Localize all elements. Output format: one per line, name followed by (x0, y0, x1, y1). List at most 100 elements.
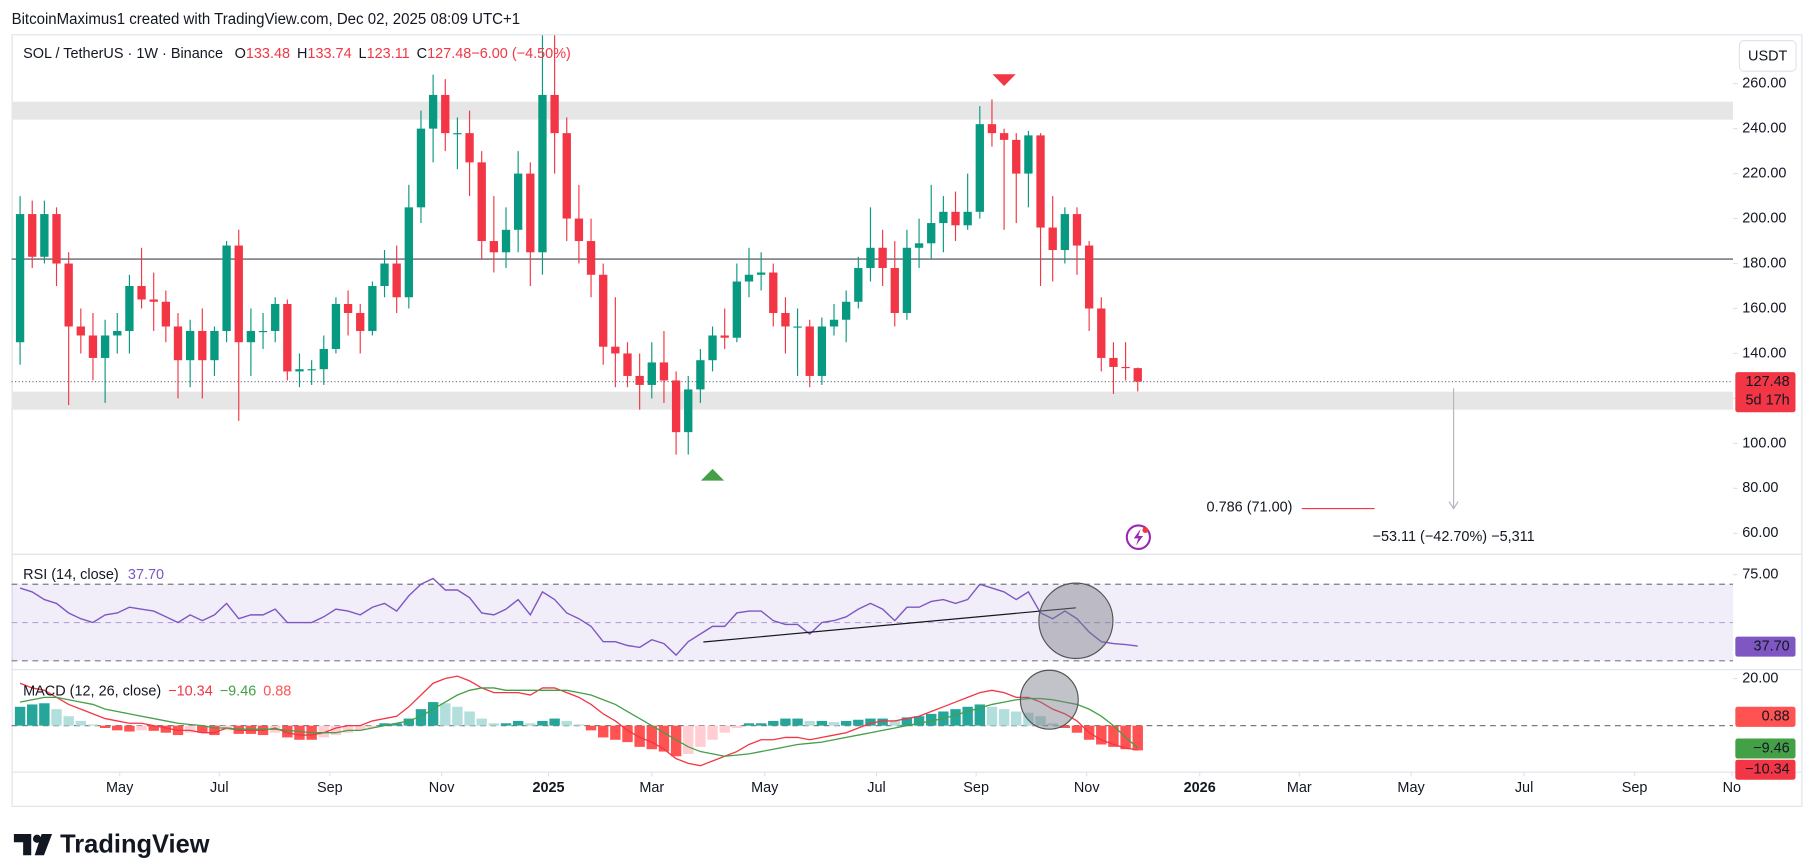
rsi-title: RSI (14, close) (23, 567, 119, 583)
candle-body (902, 247, 912, 313)
histogram-bar (755, 723, 767, 726)
currency-button[interactable] (1738, 40, 1797, 72)
macd-line (19, 687, 1139, 757)
rsi-tag: 37.70 (1754, 638, 1790, 654)
histogram-bar (597, 725, 609, 738)
y-tick-label: 60.00 (1742, 525, 1778, 541)
currency[interactable]: USDT (1748, 48, 1787, 64)
candle-body (817, 326, 827, 376)
candle-body (744, 274, 754, 282)
histogram-bar (901, 717, 913, 726)
histogram-bar (913, 716, 925, 726)
candle-body (526, 173, 535, 253)
candle-body (428, 94, 438, 129)
y-tick-label: 140.00 (1742, 345, 1786, 361)
candle-body (64, 263, 73, 327)
x-tick-label: Mar (1287, 780, 1312, 796)
histogram-bar (148, 725, 159, 731)
candle-body (513, 173, 523, 230)
rsi-trendline (703, 607, 1076, 643)
histogram-bar (926, 713, 937, 726)
histogram-bar (998, 709, 1010, 726)
histogram-bar (549, 718, 560, 726)
signal-marker (992, 74, 1016, 86)
candle-body (258, 330, 268, 333)
histogram-bar (1035, 716, 1046, 726)
histogram-bar (476, 718, 487, 726)
candle-body (271, 303, 280, 331)
candle-body (671, 380, 681, 433)
last-price-tag-bg (1735, 372, 1796, 413)
macd-title: MACD (12, 26, close) (23, 683, 161, 699)
measure-arrow (1448, 501, 1459, 510)
histogram-bar (318, 725, 329, 738)
macd-value: −10.34 (168, 683, 213, 699)
histogram-bar (962, 706, 973, 726)
histogram-bar (27, 704, 38, 726)
candle-body (842, 301, 851, 320)
candle-body (854, 268, 863, 302)
candle-body (769, 272, 778, 313)
tradingview-logo-icon (13, 834, 53, 856)
highlight-circle (1019, 669, 1079, 730)
y-tick-label: 200.00 (1742, 210, 1786, 226)
histogram-bar (379, 723, 390, 726)
histogram-bar (355, 725, 366, 731)
candle-body (756, 272, 766, 275)
candle-body (963, 211, 972, 226)
candle-body (1121, 366, 1130, 369)
y-tick-label: 20.00 (1742, 670, 1778, 686)
symbol-legend: SOL / TetherUS · 1W · Binance O133.48 H133… (23, 46, 571, 62)
candle-body (975, 124, 984, 212)
ohlc-key: L (359, 46, 367, 62)
candle-body (210, 330, 219, 361)
ohlc-key: H (297, 46, 307, 62)
candle-body (890, 268, 899, 313)
candle-body (720, 335, 729, 338)
histogram-bar (731, 725, 743, 728)
histogram-bar (14, 706, 26, 726)
candle-body (611, 346, 620, 354)
x-tick-label: Jul (1515, 780, 1533, 796)
candle-body (234, 245, 243, 343)
candle-body (987, 124, 997, 134)
histogram-bar (112, 725, 123, 731)
rsi-value: 37.70 (128, 567, 164, 583)
x-tick-label: 2025 (532, 780, 564, 796)
histogram-bar (610, 725, 621, 740)
ohlc-value: 133.48 (246, 46, 290, 62)
histogram-bar (1071, 725, 1083, 733)
measure-label: −53.11 (−42.70%) −5,311 (1373, 529, 1535, 545)
histogram-bar (865, 718, 876, 726)
rsi-tag-bg (1735, 636, 1796, 657)
histogram-bar (622, 725, 633, 743)
histogram-bar (634, 725, 645, 747)
histogram-bar (39, 703, 50, 726)
last-price-tag: 127.48 (1746, 374, 1790, 390)
candle-body (149, 299, 158, 302)
candle-body (501, 229, 511, 253)
ohlc-key: C (417, 46, 427, 62)
candle-body (319, 348, 328, 370)
histogram-bar (294, 725, 305, 740)
candle-body (52, 214, 61, 264)
y-tick-label: 100.00 (1742, 435, 1786, 451)
candle-body (781, 312, 790, 327)
histogram-bar (330, 725, 342, 736)
zone (11, 391, 1734, 410)
candle-body (137, 286, 146, 300)
candle-body (1036, 135, 1045, 228)
y-tick-label: 180.00 (1742, 255, 1786, 271)
candle-body (441, 94, 450, 134)
candle-body (586, 241, 596, 275)
candle-body (684, 389, 693, 433)
histogram-bar (282, 725, 293, 738)
last-price-tag-extra: 5d 17h (1746, 392, 1790, 408)
candle-body (829, 319, 839, 327)
macd-tag-bg (1735, 738, 1796, 759)
candle-body (914, 243, 924, 248)
histogram-bar (828, 722, 840, 726)
candle-body (453, 133, 462, 135)
rsi-line (19, 577, 1138, 657)
